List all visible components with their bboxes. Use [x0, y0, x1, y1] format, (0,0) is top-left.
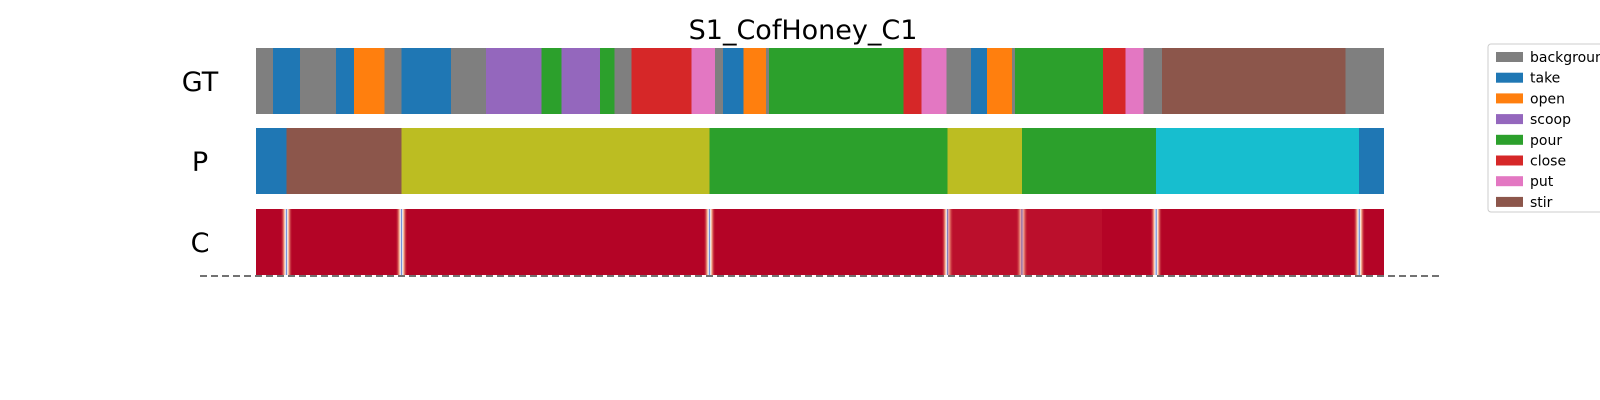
legend-label-close: close — [1530, 154, 1566, 170]
confidence-dip-6 — [1353, 209, 1366, 275]
chart-title: S1_CofHoney_C1 — [689, 15, 918, 46]
rows-group: GT P C — [182, 48, 1384, 275]
segment-gt-background — [299, 48, 337, 114]
segment-gt-background — [384, 48, 402, 114]
legend-label-background: background — [1530, 50, 1600, 66]
segment-p-olive — [947, 128, 1022, 194]
legend-label-pour: pour — [1530, 133, 1562, 149]
legend-swatch-open — [1496, 93, 1523, 104]
segment-gt-open — [743, 48, 766, 114]
legend-swatch-stir — [1496, 196, 1523, 207]
segment-gt-background — [1143, 48, 1162, 114]
legend-swatch-pour — [1496, 134, 1523, 145]
confidence-dip-2 — [703, 209, 716, 275]
legend-label-put: put — [1530, 174, 1554, 190]
segment-gt-take — [336, 48, 355, 114]
segment-gt-take — [272, 48, 300, 114]
segment-p-pour — [1021, 128, 1157, 194]
segment-p-pour — [709, 128, 948, 194]
segment-gt-put — [921, 48, 947, 114]
segment-gt-background — [1011, 48, 1016, 114]
legend-frame — [1487, 43, 1600, 213]
confidence-dip-5 — [1150, 209, 1163, 275]
segment-gt-background — [715, 48, 723, 114]
segment-p-olive — [401, 128, 710, 194]
segment-gt-take — [971, 48, 987, 114]
segment-gt-scoop — [486, 48, 542, 114]
segment-gt-take — [722, 48, 744, 114]
segment-p-cyan — [1156, 128, 1360, 194]
segment-gt-put — [1125, 48, 1144, 114]
segment-gt-take — [401, 48, 452, 114]
row-label-p: P — [192, 147, 208, 178]
legend: background take open scoop pour close put stir — [1487, 43, 1600, 213]
confidence-dip-4 — [1015, 209, 1028, 275]
segment-p-take — [256, 128, 287, 194]
segment-gt-open — [986, 48, 1012, 114]
segment-p-stir — [286, 128, 402, 194]
row-label-gt: GT — [182, 67, 219, 98]
confidence-low-region — [947, 209, 1102, 275]
segment-gt-open — [354, 48, 385, 114]
segment-gt-background — [1345, 48, 1384, 114]
segment-gt-pour — [1015, 48, 1104, 114]
legend-label-take: take — [1530, 71, 1560, 87]
legend-swatch-put — [1496, 176, 1523, 187]
confidence-dip-0 — [280, 209, 293, 275]
segment-gt-pour — [769, 48, 904, 114]
segment-gt-background — [256, 48, 273, 114]
segment-gt-stir — [1161, 48, 1346, 114]
segment-gt-close — [631, 48, 692, 114]
segment-gt-scoop — [561, 48, 601, 114]
segment-gt-background — [451, 48, 487, 114]
segment-gt-close — [1103, 48, 1126, 114]
segment-gt-pour — [600, 48, 615, 114]
segment-gt-background — [765, 48, 770, 114]
confidence-dip-3 — [941, 209, 954, 275]
segment-gt-pour — [541, 48, 562, 114]
confidence-bar — [256, 209, 1384, 275]
segment-gt-close — [903, 48, 922, 114]
segment-gt-background — [946, 48, 972, 114]
segment-p-take — [1359, 128, 1384, 194]
legend-label-open: open — [1530, 91, 1565, 107]
confidence-dip-1 — [395, 209, 408, 275]
legend-swatch-close — [1496, 155, 1523, 166]
legend-label-stir: stir — [1530, 195, 1553, 211]
legend-swatch-scoop — [1496, 114, 1523, 125]
legend-label-scoop: scoop — [1530, 112, 1571, 128]
legend-swatch-take — [1496, 72, 1523, 83]
segment-gt-put — [691, 48, 716, 114]
legend-swatch-background — [1496, 52, 1523, 62]
row-label-c: C — [191, 228, 210, 259]
segment-gt-background — [614, 48, 632, 114]
